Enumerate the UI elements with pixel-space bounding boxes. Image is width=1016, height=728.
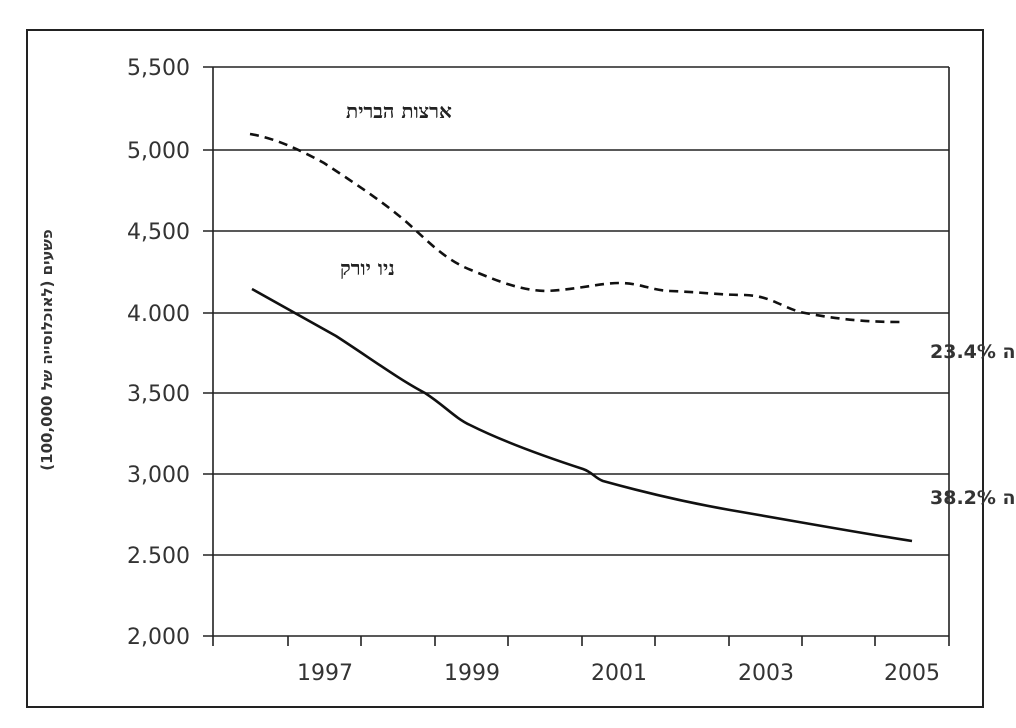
chart-frame [26,29,984,708]
y-tick-label: 2,000 [127,625,190,650]
x-tick-label: 2003 [738,661,794,686]
y-tick-label: 3,500 [127,382,190,407]
y-tick-label: 5,500 [127,56,190,81]
y-tick-label: 4.000 [127,302,190,327]
series-label-us: ארצות הברית [346,99,452,123]
series-line-us [249,132,901,324]
gridlines [203,66,949,637]
series-label-ny: ניו יורק [340,256,395,280]
x-tick-label: 2005 [884,661,940,686]
y-tick-labels: 5,500 5,000 4,500 4.000 3,500 3,000 2.50… [127,56,190,650]
x-tick-label: 1999 [444,661,500,686]
y-tick-label: 5,000 [127,139,190,164]
x-tick-label: 1997 [297,661,353,686]
series-line-ny [251,287,913,543]
x-tick-label: 2001 [591,661,647,686]
y-axis-title: פשעים (לאוכלוסייה של 100,000) [38,229,56,471]
annotation-ny-decline: ירידה 38.2% [930,487,1016,509]
y-tick-label: 4,500 [127,220,190,245]
x-ticks [287,636,876,646]
axes [212,67,950,646]
x-tick-labels: 1997 1999 2001 2003 2005 [297,661,940,686]
y-tick-label: 2.500 [127,544,190,569]
y-tick-label: 3,000 [127,463,190,488]
annotation-us-decline: ירידה 23.4% [930,341,1016,363]
